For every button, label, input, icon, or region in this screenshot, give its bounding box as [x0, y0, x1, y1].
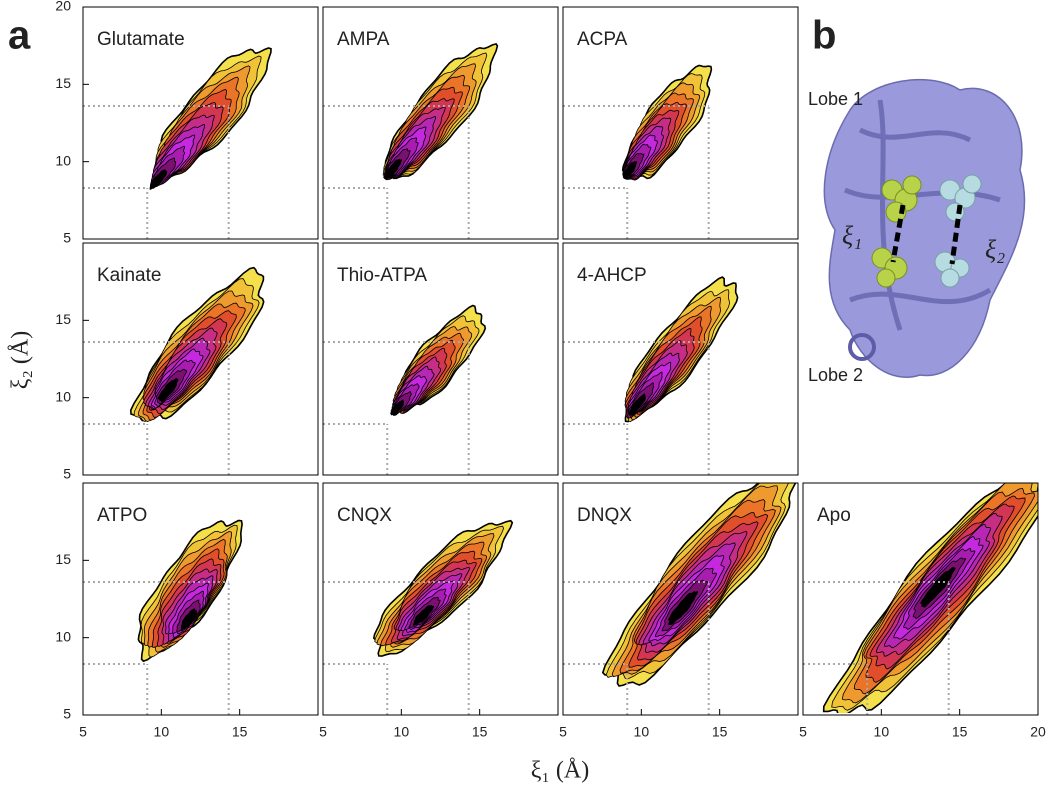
y-tick-label: 15 — [55, 551, 71, 567]
contour-panel: Apo 5 10 15 20 — [799, 482, 1046, 740]
panel-title: DNQX — [577, 505, 632, 526]
x-tick-label: 5 — [559, 724, 567, 740]
x-tick-label: 15 — [952, 724, 968, 740]
panel-title: 4-AHCP — [577, 265, 647, 286]
contour-level — [180, 608, 197, 631]
panel-frame — [82, 482, 319, 716]
contour-panel: Kainate 5 10 15 — [55, 242, 319, 482]
y-tick-label: 15 — [55, 75, 71, 91]
panel-label: b — [812, 14, 836, 58]
y-tick-label: 10 — [55, 388, 71, 404]
contour-level — [628, 393, 646, 416]
contour-level — [668, 590, 699, 626]
contour-map — [624, 276, 739, 423]
structure-label: ξ₁ — [842, 221, 862, 250]
contour-panel: 4-AHCP — [562, 242, 799, 476]
x-tick-label: 10 — [394, 724, 410, 740]
x-tick-label: 10 — [874, 724, 890, 740]
y-tick-label: 5 — [63, 230, 71, 246]
panel-title: Glutamate — [97, 29, 185, 50]
y-tick-label: 10 — [55, 628, 71, 644]
contour-panel: CNQX 5 10 15 — [319, 482, 559, 740]
contour-level — [384, 159, 403, 180]
contour-map — [137, 519, 243, 663]
x-tick-label: 10 — [634, 724, 650, 740]
panel-title: ATPO — [97, 505, 147, 526]
x-tick-label: 5 — [799, 724, 807, 740]
panel-title: ACPA — [577, 29, 628, 50]
x-tick-label: 10 — [154, 724, 170, 740]
contour-panel: AMPA — [322, 6, 559, 240]
y-tick-label: 20 — [55, 0, 71, 14]
contour-map — [372, 519, 514, 657]
x-tick-label: 20 — [1030, 724, 1046, 740]
protein-structure — [823, 78, 1026, 378]
panel-frame — [82, 242, 319, 476]
contour-map — [149, 47, 272, 190]
panel-frame — [322, 6, 559, 240]
panel-frame — [322, 482, 559, 716]
contour-map — [601, 483, 797, 687]
panel-frame — [562, 482, 799, 716]
contour-level — [390, 399, 405, 416]
contour-level — [920, 566, 956, 608]
panel-title: Kainate — [97, 265, 161, 286]
contour-panel: DNQX 5 10 15 — [559, 482, 799, 740]
structure-label: ξ₂ — [985, 235, 1005, 264]
x-axis-label: ξ₁ (Å) — [531, 758, 589, 784]
contour-level — [157, 378, 179, 402]
y-tick-label: 5 — [63, 706, 71, 722]
contour-map — [621, 64, 713, 181]
panel-title: Apo — [817, 505, 851, 526]
contour-map — [129, 266, 265, 423]
panel-title: CNQX — [337, 505, 392, 526]
structure-label: Lobe 2 — [808, 365, 863, 385]
contour-level — [149, 169, 168, 190]
x-tick-label: 5 — [79, 724, 87, 740]
contour-panel: ACPA — [562, 6, 799, 240]
y-tick-label: 15 — [55, 311, 71, 327]
panel-label: a — [8, 14, 31, 58]
structure-label: Lobe 1 — [808, 89, 863, 109]
contour-panel: Thio-ATPA — [322, 242, 559, 476]
y-axis-label: ξ₂ (Å) — [8, 331, 34, 389]
x-tick-label: 15 — [232, 724, 248, 740]
contour-panel: Glutamate 5 10 15 20 — [55, 0, 319, 246]
x-tick-label: 5 — [319, 724, 327, 740]
contour-map — [382, 42, 499, 181]
y-tick-label: 5 — [63, 466, 71, 482]
contour-map — [822, 483, 1038, 713]
panel-frame — [562, 6, 799, 240]
contour-panel: ATPO 5 10 15 5 10 15 — [55, 482, 319, 740]
panel-frame — [82, 6, 319, 240]
contour-map — [390, 304, 487, 416]
panel-frame — [562, 242, 799, 476]
contour-level — [412, 604, 435, 626]
panel-title: AMPA — [337, 29, 390, 50]
panel-frame — [802, 482, 1039, 716]
panel-title: Thio-ATPA — [337, 265, 427, 286]
panel-frame — [322, 242, 559, 476]
x-tick-label: 15 — [712, 724, 728, 740]
contour-level — [623, 161, 638, 179]
x-tick-label: 15 — [472, 724, 488, 740]
y-tick-label: 10 — [55, 152, 71, 168]
